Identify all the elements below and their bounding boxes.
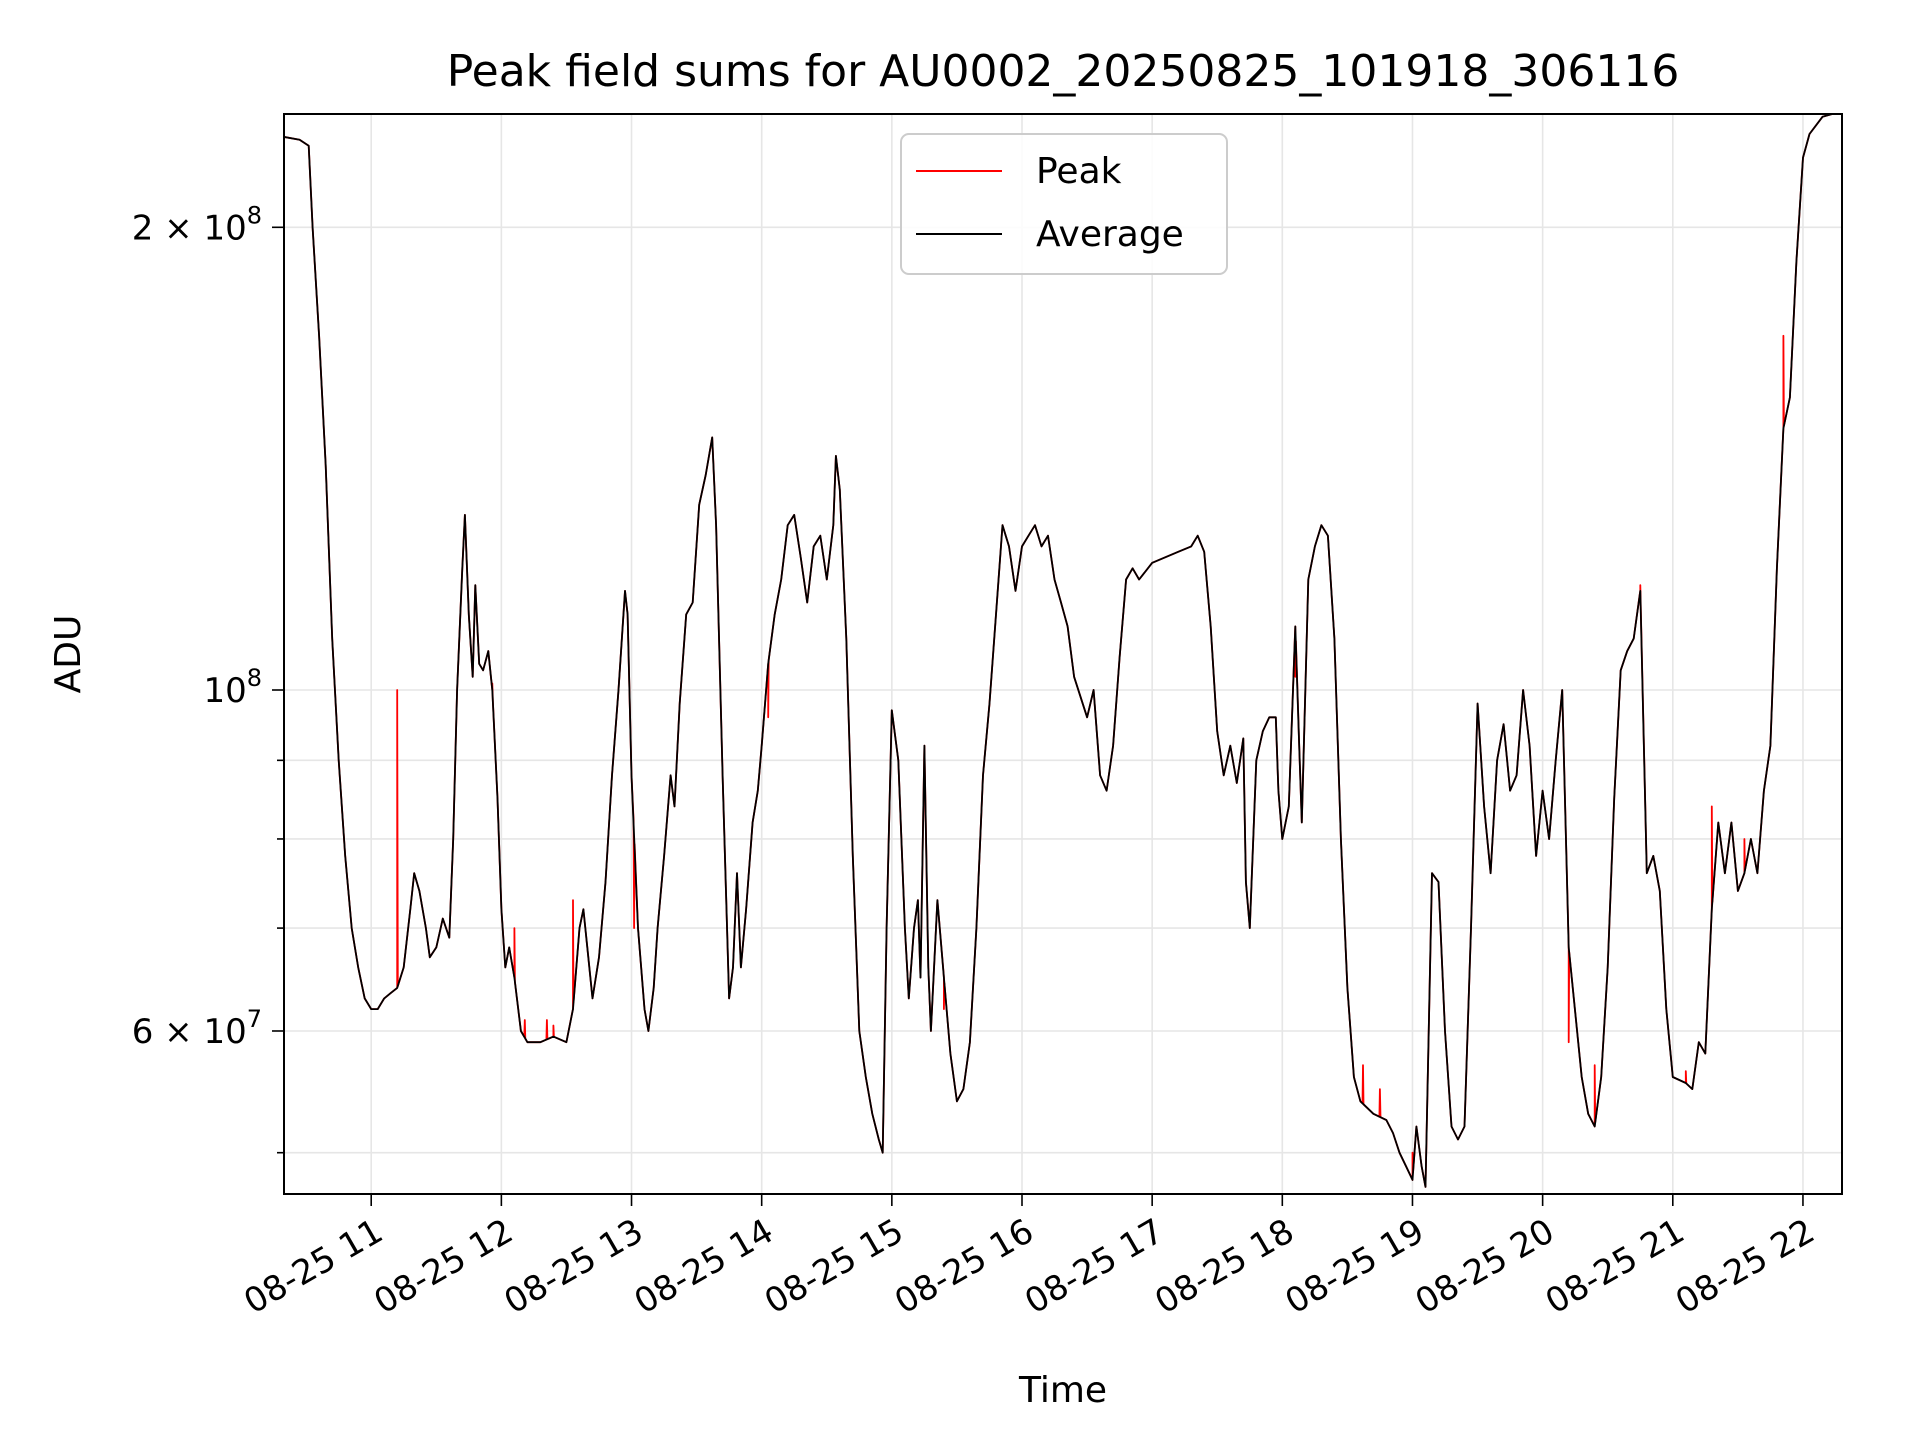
chart-title: Peak field sums for AU0002_20250825_1019… <box>447 46 1680 97</box>
plot-frame <box>283 113 1843 1195</box>
x-axis-label: Time <box>1018 1370 1107 1411</box>
y-tick-label: 2 × 108 <box>132 201 262 248</box>
legend: Peak Average <box>900 133 1228 275</box>
y-tick-label: 6 × 107 <box>132 1005 262 1052</box>
legend-box <box>900 133 1228 275</box>
series-line-average <box>284 114 1836 1188</box>
y-tick-label: 108 <box>203 664 262 711</box>
legend-label-peak: Peak <box>1036 151 1122 192</box>
y-axis-label: ADU <box>48 615 89 694</box>
legend-label-average: Average <box>1036 214 1184 255</box>
grid <box>284 114 1842 1194</box>
series-area <box>284 114 1836 1188</box>
y-axis-ticks: 6 × 107 108 2 × 108 <box>132 201 284 1154</box>
